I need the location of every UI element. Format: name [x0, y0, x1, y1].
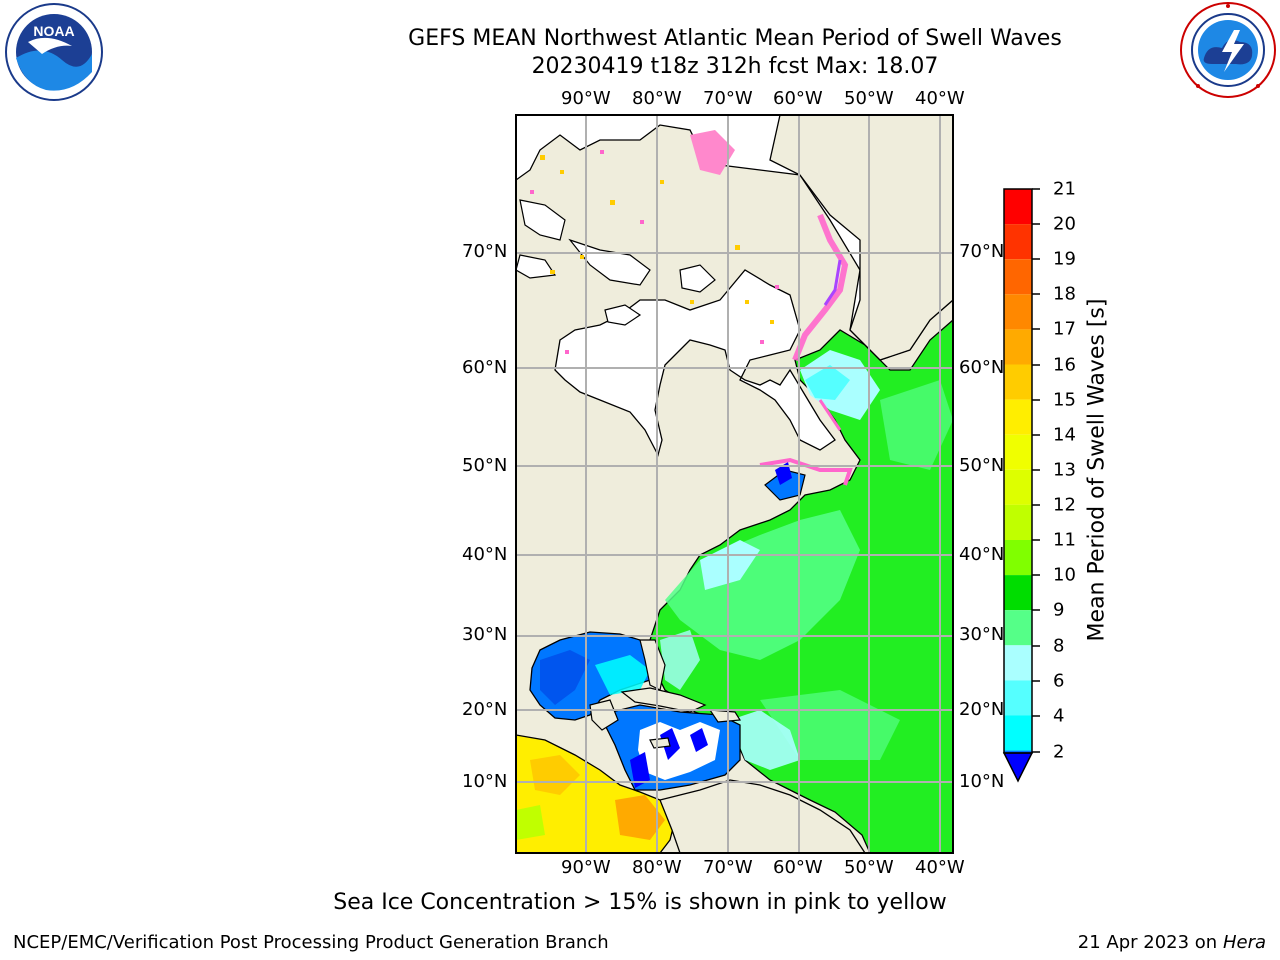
lat-label-right: 10°N	[959, 771, 1005, 792]
chart-subtitle: 20230419 t18z 312h fcst Max: 18.07	[531, 54, 939, 79]
lat-label-left: 30°N	[462, 624, 508, 645]
lat-label-right: 20°N	[959, 699, 1005, 720]
noaa-logo: NOAA	[5, 3, 103, 101]
lon-label-top: 60°W	[773, 88, 823, 109]
colorbar-tick-label: 2	[1053, 741, 1065, 763]
lon-label-bottom: 40°W	[915, 857, 965, 878]
lon-label-top: 80°W	[632, 88, 682, 109]
footer-date-text: 21 Apr 2023 on	[1077, 932, 1223, 953]
colorbar-tick-label: 8	[1053, 635, 1065, 657]
footer-producer: NCEP/EMC/Verification Post Processing Pr…	[13, 932, 609, 953]
lat-label-left: 60°N	[462, 357, 508, 378]
colorbar-tick-label: 10	[1053, 564, 1076, 586]
lon-label-top: 40°W	[915, 88, 965, 109]
lat-label-right: 60°N	[959, 357, 1005, 378]
lat-label-left: 70°N	[462, 241, 508, 262]
colorbar-tick-label: 19	[1053, 248, 1076, 270]
lat-label-left: 50°N	[462, 455, 508, 476]
lat-label-left: 10°N	[462, 771, 508, 792]
lon-label-bottom: 90°W	[561, 857, 611, 878]
colorbar-tick-label: 9	[1053, 599, 1065, 621]
lat-label-right: 40°N	[959, 544, 1005, 565]
colorbar-tick-label: 11	[1053, 529, 1076, 551]
colorbar-tick-label: 20	[1053, 213, 1076, 235]
colorbar-tick-label: 6	[1053, 670, 1065, 692]
lat-label-left: 20°N	[462, 699, 508, 720]
sea-ice-caption: Sea Ice Concentration > 15% is shown in …	[333, 890, 947, 915]
noaa-logo-text: NOAA	[33, 23, 74, 39]
lat-label-left: 40°N	[462, 544, 508, 565]
lon-label-bottom: 70°W	[703, 857, 753, 878]
lon-label-top: 50°W	[844, 88, 894, 109]
lon-label-top: 90°W	[561, 88, 611, 109]
lon-label-bottom: 50°W	[844, 857, 894, 878]
lat-label-right: 70°N	[959, 241, 1005, 262]
colorbar-tick-label: 17	[1053, 318, 1076, 340]
lon-label-bottom: 80°W	[632, 857, 682, 878]
footer-date: 21 Apr 2023 on Hera	[1078, 932, 1266, 953]
sea-ice	[792, 213, 849, 362]
lat-label-right: 30°N	[959, 624, 1005, 645]
colorbar-tick-label: 16	[1053, 354, 1076, 376]
colorbar-tick-label: 12	[1053, 494, 1076, 516]
colorbar-tick-label: 14	[1053, 424, 1076, 446]
colorbar-tick-label: 15	[1053, 389, 1076, 411]
colorbar-tick-label: 18	[1053, 283, 1076, 305]
colorbar	[1002, 188, 1040, 783]
lon-label-bottom: 60°W	[773, 857, 823, 878]
map-frame	[515, 114, 954, 854]
national-weather-service-logo	[1180, 2, 1276, 98]
lon-label-top: 70°W	[703, 88, 753, 109]
graticule	[516, 115, 953, 853]
footer-host: Hera	[1222, 932, 1266, 953]
lat-label-right: 50°N	[959, 455, 1005, 476]
colorbar-tick-label: 4	[1053, 705, 1065, 727]
chart-title: GEFS MEAN Northwest Atlantic Mean Period…	[408, 26, 1062, 51]
colorbar-label: Mean Period of Swell Waves [s]	[1084, 298, 1110, 642]
colorbar-tick-label: 21	[1053, 178, 1076, 200]
colorbar-tick-label: 13	[1053, 459, 1076, 481]
